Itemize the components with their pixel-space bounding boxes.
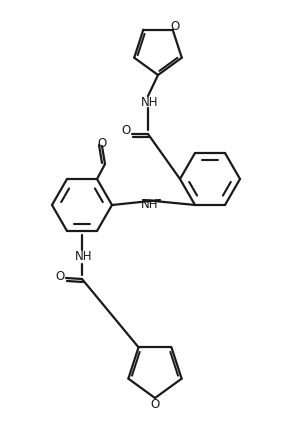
Text: O: O bbox=[150, 397, 160, 411]
Text: NH: NH bbox=[141, 95, 159, 108]
Text: O: O bbox=[170, 20, 180, 33]
Text: O: O bbox=[55, 270, 65, 282]
Text: NH: NH bbox=[75, 251, 93, 263]
Text: O: O bbox=[97, 137, 107, 149]
Text: O: O bbox=[121, 125, 131, 137]
Text: NH: NH bbox=[141, 198, 159, 212]
